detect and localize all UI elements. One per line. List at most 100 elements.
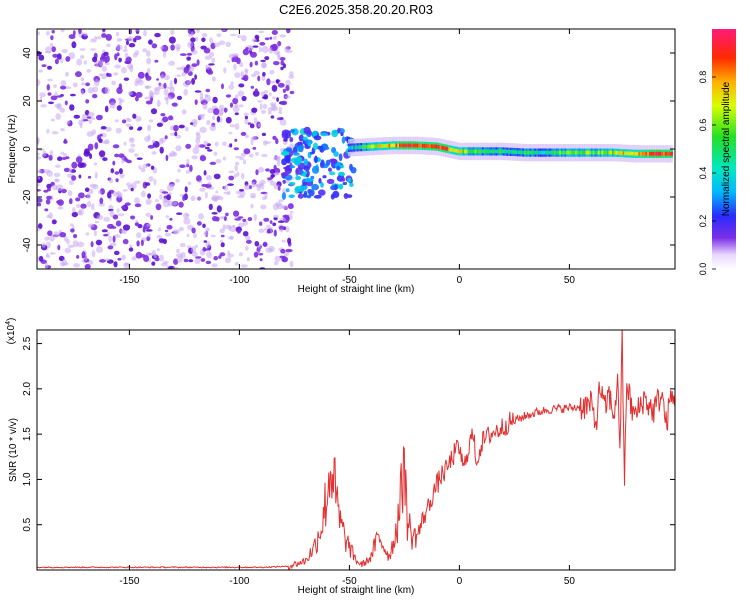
noise-blob xyxy=(104,258,110,261)
noise-blob xyxy=(233,210,240,217)
noise-blob xyxy=(245,47,249,50)
noise-blob xyxy=(187,33,192,37)
noise-blob xyxy=(194,257,201,265)
spectrogram-x-tick-label: 0 xyxy=(457,275,463,286)
noise-blob xyxy=(171,102,178,107)
noise-blob xyxy=(104,105,109,113)
noise-blob xyxy=(142,225,146,233)
noise-blob xyxy=(238,83,245,88)
noise-blob xyxy=(268,245,275,252)
noise-blob xyxy=(183,258,189,263)
noise-blob xyxy=(128,244,133,247)
noise-blob xyxy=(173,77,178,85)
noise-blob xyxy=(140,239,144,246)
signal-band-core xyxy=(356,145,360,150)
signal-band-core xyxy=(571,150,575,155)
noise-blob xyxy=(218,40,226,45)
noise-blob xyxy=(266,78,271,86)
signal-band-core xyxy=(369,144,372,149)
noise-blob xyxy=(146,223,152,227)
noise-blob xyxy=(44,208,49,212)
signal-band-core xyxy=(603,150,606,155)
noise-blob xyxy=(150,108,158,115)
signal-band-core xyxy=(657,151,661,156)
transition-blob xyxy=(294,158,298,164)
noise-blob xyxy=(138,126,143,130)
signal-band-core xyxy=(615,150,619,155)
spectrogram-y-tick-label: 20 xyxy=(22,95,33,107)
signal-band-core xyxy=(404,143,408,148)
noise-blob xyxy=(172,152,178,157)
noise-blob xyxy=(108,177,113,184)
signal-band-core xyxy=(550,150,554,155)
noise-blob xyxy=(130,187,134,192)
noise-blob xyxy=(277,40,282,47)
noise-blob xyxy=(116,105,122,111)
spectrogram-x-tick-label: -100 xyxy=(229,275,249,286)
noise-blob xyxy=(163,88,169,96)
noise-blob xyxy=(229,143,233,148)
noise-blob xyxy=(62,262,69,266)
noise-blob xyxy=(245,245,249,251)
noise-blob xyxy=(125,123,132,128)
signal-band-core xyxy=(659,151,663,156)
noise-blob xyxy=(225,94,232,98)
noise-blob xyxy=(122,238,129,245)
noise-blob xyxy=(68,52,76,60)
noise-blob xyxy=(225,41,231,47)
noise-blob xyxy=(96,114,103,121)
noise-blob xyxy=(204,94,209,98)
noise-blob xyxy=(82,113,87,119)
noise-blob xyxy=(99,133,103,137)
noise-blob xyxy=(242,159,247,165)
signal-band-core xyxy=(525,150,529,155)
noise-blob xyxy=(176,95,183,100)
signal-band-core xyxy=(444,146,448,151)
noise-blob xyxy=(163,82,167,89)
signal-band-core xyxy=(538,150,541,155)
noise-blob xyxy=(170,44,175,51)
signal-band-core xyxy=(363,145,367,149)
signal-band-core xyxy=(397,143,401,148)
noise-blob xyxy=(136,240,140,247)
noise-blob xyxy=(145,75,152,81)
noise-blob xyxy=(131,256,137,261)
noise-blob xyxy=(154,257,160,262)
noise-blob xyxy=(233,63,237,71)
noise-blob xyxy=(234,112,239,116)
noise-blob xyxy=(48,212,53,219)
noise-blob xyxy=(285,85,290,92)
noise-blob xyxy=(94,142,99,150)
noise-blob xyxy=(250,73,257,78)
noise-blob xyxy=(251,107,258,113)
noise-blob xyxy=(233,147,239,151)
noise-blob xyxy=(134,153,139,157)
noise-blob xyxy=(135,251,143,259)
noise-blob xyxy=(284,95,291,99)
signal-band-core xyxy=(605,150,608,155)
noise-blob xyxy=(280,248,286,254)
noise-blob xyxy=(268,92,272,97)
noise-blob xyxy=(194,99,198,105)
snr-x-tick-label: -150 xyxy=(119,576,139,587)
noise-blob xyxy=(244,115,248,120)
noise-blob xyxy=(47,65,52,70)
signal-band-core xyxy=(464,149,467,154)
noise-blob xyxy=(85,232,90,236)
signal-band-core xyxy=(416,143,420,148)
noise-blob xyxy=(94,79,100,87)
noise-blob xyxy=(70,228,75,233)
noise-blob xyxy=(153,178,157,186)
noise-blob xyxy=(207,107,214,114)
noise-blob xyxy=(189,164,193,172)
noise-blob xyxy=(188,259,194,263)
transition-blob xyxy=(329,171,336,176)
noise-blob xyxy=(45,255,51,258)
noise-blob xyxy=(145,182,151,186)
noise-blob xyxy=(113,72,119,76)
noise-blob xyxy=(142,48,148,53)
signal-band-core xyxy=(360,145,364,149)
noise-blob xyxy=(201,37,206,43)
transition-blob xyxy=(349,182,354,187)
noise-blob xyxy=(115,220,122,227)
